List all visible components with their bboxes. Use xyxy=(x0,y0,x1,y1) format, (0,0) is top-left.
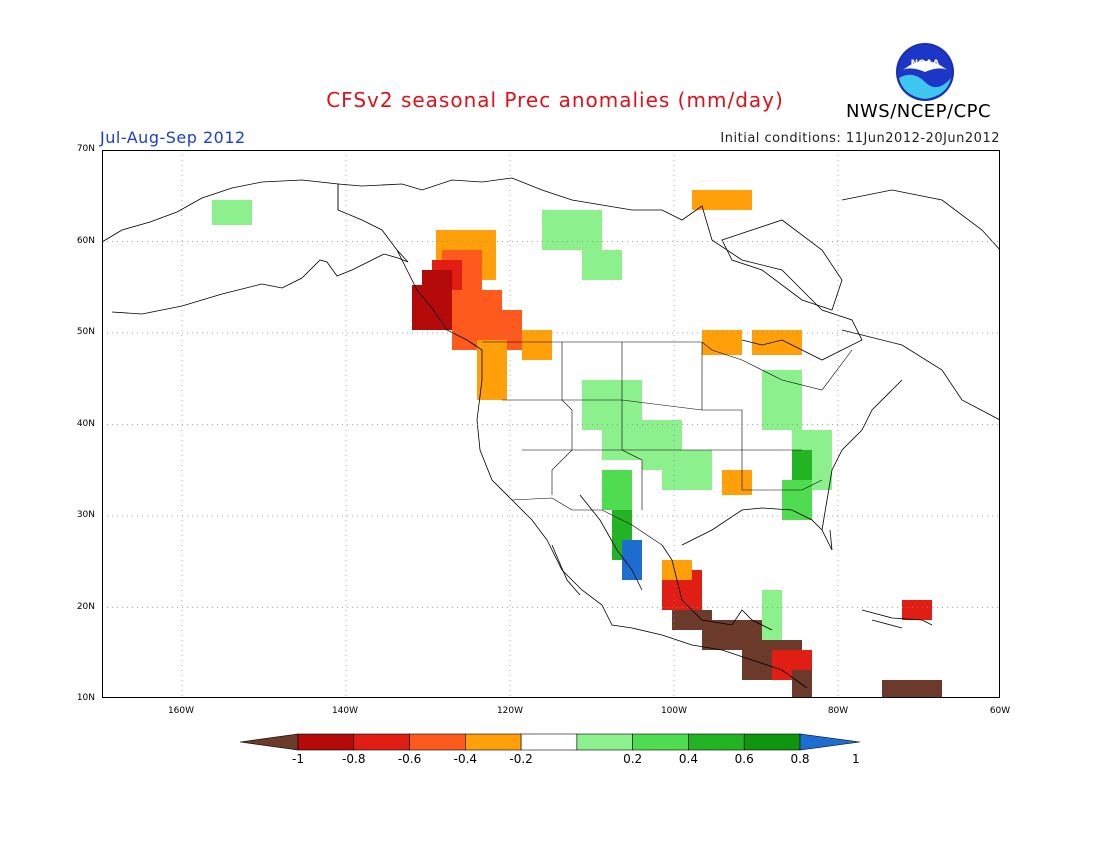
colorbar-label: -0.4 xyxy=(453,752,478,766)
colorbar-label: 0.4 xyxy=(678,752,698,766)
anomaly-cell xyxy=(692,190,752,210)
colorbar-arrow-high xyxy=(799,733,860,751)
colorbar-label: 1 xyxy=(851,752,860,766)
anomaly-cell xyxy=(582,250,622,280)
anomaly-cell xyxy=(522,330,552,360)
anomaly-cell xyxy=(902,600,932,620)
anomaly-cell xyxy=(662,450,712,490)
anomaly-cell xyxy=(762,370,802,430)
colorbar-label: -0.2 xyxy=(509,752,533,766)
lat-label-60n: 60N xyxy=(76,236,95,246)
map-title: CFSv2 seasonal Prec anomalies (mm/day) xyxy=(326,88,784,112)
anomaly-cell xyxy=(762,590,782,640)
lat-label-10n: 10N xyxy=(76,693,95,703)
lon-label-120w: 120W xyxy=(496,706,524,716)
colorbar-arrow-low xyxy=(240,733,299,751)
anomaly-cell xyxy=(542,210,602,250)
anomaly-cell xyxy=(722,470,752,495)
anomaly-cell xyxy=(662,560,692,580)
colorbar-segment xyxy=(576,733,633,751)
anomaly-cell xyxy=(882,680,942,698)
lat-label-40n: 40N xyxy=(76,419,95,429)
colorbar-segment xyxy=(632,733,689,751)
organization-label: NWS/NCEP/CPC xyxy=(846,101,992,122)
lat-label-30n: 30N xyxy=(76,510,95,520)
anomaly-cell xyxy=(752,330,802,355)
coastlines xyxy=(102,177,1000,689)
colorbar-label: 0.2 xyxy=(623,752,643,766)
lat-label-20n: 20N xyxy=(76,602,95,612)
colorbar-segment xyxy=(520,733,578,751)
colorbar-segment xyxy=(297,733,355,751)
anomaly-cell xyxy=(477,340,507,400)
lon-label-100w: 100W xyxy=(660,706,688,716)
colorbar-label: -1 xyxy=(292,752,304,766)
anomaly-cell xyxy=(622,540,642,580)
colorbar-label: -0.8 xyxy=(342,752,366,766)
lat-label-70n: 70N xyxy=(76,144,95,154)
lon-label-160w: 160W xyxy=(167,706,195,716)
colorbar-segment xyxy=(353,733,410,751)
season-label: Jul-Aug-Sep 2012 xyxy=(100,128,246,147)
colorbar-label: -0.6 xyxy=(397,752,422,766)
initial-conditions-label: Initial conditions: 11Jun2012-20Jun2012 xyxy=(720,131,1000,146)
anomaly-cell xyxy=(212,200,252,225)
colorbar-segment xyxy=(409,733,466,751)
lon-label-60w: 60W xyxy=(989,706,1011,716)
anomaly-cell xyxy=(702,330,742,355)
anomaly-cell xyxy=(602,470,632,510)
lon-label-140w: 140W xyxy=(331,706,359,716)
anomaly-cell xyxy=(782,480,812,520)
lat-label-50n: 50N xyxy=(76,327,95,337)
lon-label-80w: 80W xyxy=(827,706,849,716)
precip-anomaly-map xyxy=(102,150,1000,698)
anomaly-cell xyxy=(792,450,812,480)
colorbar-segment xyxy=(743,733,801,751)
colorbar-segment xyxy=(465,733,522,751)
logo-text: NOAA xyxy=(911,59,940,69)
political-borders xyxy=(337,184,853,546)
colorbar-label: 0.6 xyxy=(734,752,754,766)
noaa-logo: NOAA xyxy=(896,43,954,101)
colorbar-segment xyxy=(688,733,745,751)
colorbar xyxy=(240,733,860,751)
colorbar-label: 0.8 xyxy=(790,752,810,766)
